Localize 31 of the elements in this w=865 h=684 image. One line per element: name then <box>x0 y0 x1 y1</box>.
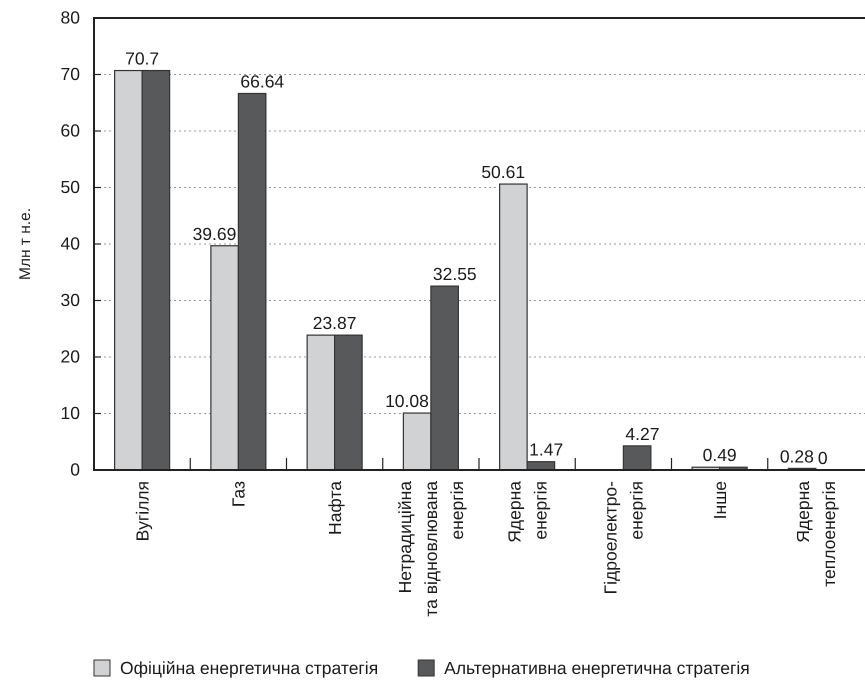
x-tick-label: Гідроелектро- енергія <box>600 480 646 594</box>
y-axis-title: Млн т н.е. <box>17 208 34 280</box>
data-label: 4.27 <box>625 424 660 444</box>
legend-label: Офіційна енергетична стратегія <box>120 658 378 678</box>
x-tick-label: Інше <box>710 481 730 520</box>
data-label: 23.87 <box>312 313 357 334</box>
data-label: 32.55 <box>432 264 477 284</box>
x-tick-label: Нафта <box>324 480 345 535</box>
data-label: 0.49 <box>702 445 737 466</box>
y-tick-label: 60 <box>60 120 80 141</box>
data-label: 0.28 <box>780 446 814 466</box>
data-label: 10.08 <box>385 391 429 412</box>
legend-label: Альтернативна енергетична стратегія <box>444 658 750 678</box>
y-tick-label: 80 <box>60 8 80 28</box>
y-tick-label: 50 <box>60 177 80 198</box>
y-tick-label: 20 <box>60 346 80 367</box>
x-tick-label: Вугілля <box>132 481 152 542</box>
data-label: 66.64 <box>240 71 284 92</box>
data-label: 0 <box>818 448 828 468</box>
y-tick-label: 30 <box>60 290 80 310</box>
x-tick-label: Газ <box>228 481 248 508</box>
y-tick-label: 10 <box>60 403 80 424</box>
data-label: 70.7 <box>125 48 160 69</box>
x-tick-label: Ядерна теплоенергія <box>793 480 839 587</box>
y-tick-label: 70 <box>60 64 80 84</box>
data-label: 1.47 <box>529 440 564 460</box>
data-label: 50.61 <box>481 162 526 182</box>
x-tick-label: Нетрадиційна та відновлювана енергія <box>395 480 467 617</box>
data-label: 39.69 <box>192 224 236 244</box>
y-tick-label: 40 <box>60 234 80 254</box>
y-tick-label: 0 <box>70 460 80 480</box>
